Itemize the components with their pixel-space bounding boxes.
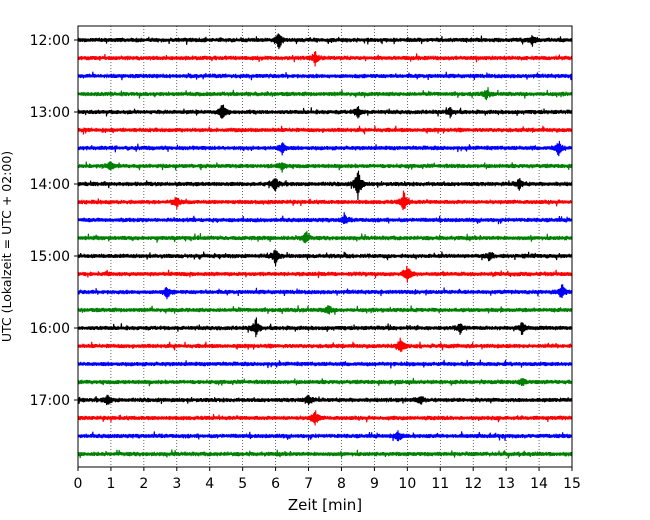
x-tick-label: 2 xyxy=(139,476,148,492)
x-tick-label: 10 xyxy=(398,476,416,492)
plot-frame xyxy=(77,25,573,468)
seismic-trace xyxy=(77,125,573,135)
seismic-trace xyxy=(77,430,573,442)
seismic-trace xyxy=(77,449,573,459)
seismic-trace xyxy=(77,230,573,244)
x-tick-label: 7 xyxy=(304,476,313,492)
x-tick-label: 12 xyxy=(464,476,482,492)
seismic-trace xyxy=(77,71,573,81)
seismic-trace xyxy=(77,284,573,300)
seismic-trace xyxy=(77,190,573,211)
y-tick-label: 16:00 xyxy=(30,321,70,337)
x-tick-label: 9 xyxy=(370,476,379,492)
seismic-trace xyxy=(77,317,573,338)
x-tick-label: 0 xyxy=(74,476,83,492)
seismic-trace xyxy=(77,140,573,157)
seismic-trace xyxy=(77,104,573,119)
y-tick-label: 17:00 xyxy=(30,393,70,409)
seismic-trace xyxy=(77,212,573,225)
x-tick-label: 13 xyxy=(497,476,515,492)
traces xyxy=(77,33,573,459)
seismic-trace xyxy=(77,265,573,283)
x-tick-label: 3 xyxy=(172,476,181,492)
seismic-trace xyxy=(77,249,573,267)
seismic-trace xyxy=(77,305,573,315)
seismic-trace xyxy=(77,359,573,369)
x-tick-label: 4 xyxy=(205,476,214,492)
x-tick-label: 15 xyxy=(563,476,581,492)
y-tick-label: 12:00 xyxy=(30,33,70,49)
x-tick-label: 8 xyxy=(337,476,346,492)
y-tick-label: 15:00 xyxy=(30,249,70,265)
seismic-trace xyxy=(77,410,573,426)
y-axis-label: UTC (Lokalzeit = UTC + 02:00) xyxy=(0,151,14,342)
y-axis-ticks: 12:00 13:00 14:00 15:00 16:00 17:00 xyxy=(30,33,78,409)
seismic-trace xyxy=(77,337,573,353)
x-axis-label: Zeit [min] xyxy=(288,496,362,514)
x-tick-label: 14 xyxy=(530,476,548,492)
seismic-trace xyxy=(77,377,573,387)
seismic-trace xyxy=(77,161,573,173)
seismic-trace xyxy=(77,87,573,101)
seismic-trace xyxy=(77,170,573,201)
seismic-trace xyxy=(77,394,573,406)
y-tick-label: 14:00 xyxy=(30,177,70,193)
x-tick-label: 11 xyxy=(431,476,449,492)
x-tick-label: 6 xyxy=(271,476,280,492)
y-tick-label: 13:00 xyxy=(30,105,70,121)
x-tick-label: 5 xyxy=(238,476,247,492)
x-tick-label: 1 xyxy=(106,476,115,492)
x-axis-ticks: 0 1 2 3 4 5 6 7 8 9 10 11 12 13 14 15 xyxy=(74,467,581,492)
seismic-trace xyxy=(77,51,573,67)
seismic-trace xyxy=(77,33,573,50)
